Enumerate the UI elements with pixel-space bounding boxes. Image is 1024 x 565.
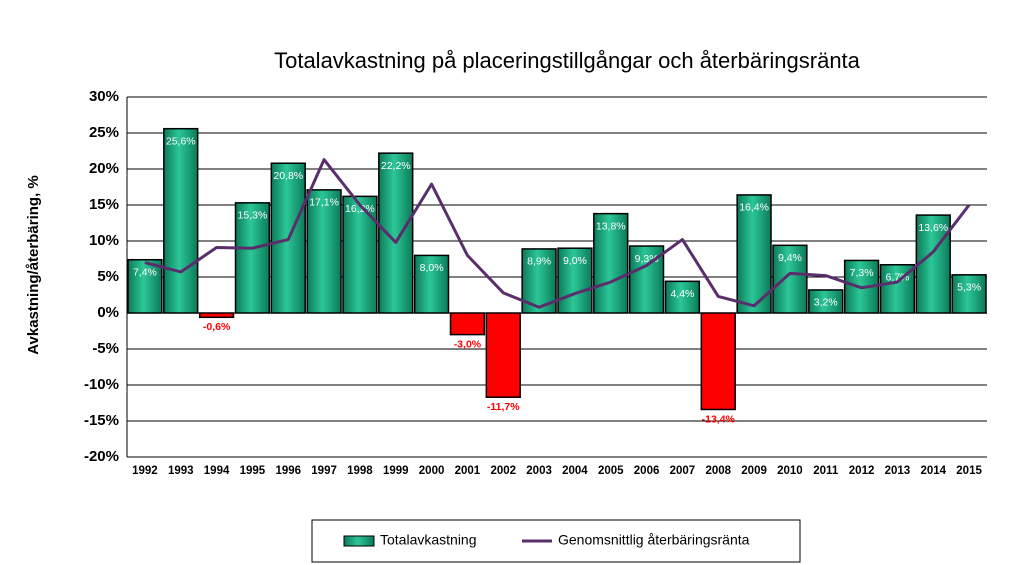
bar bbox=[593, 212, 629, 314]
y-axis-label: Avkastning/återbäring, % bbox=[25, 175, 42, 355]
y-tick-label: -15% bbox=[84, 412, 119, 429]
data-label: 22,2% bbox=[381, 160, 411, 172]
data-label: 15,3% bbox=[238, 210, 268, 222]
data-label: 9,4% bbox=[778, 252, 802, 264]
x-tick-label: 2013 bbox=[885, 465, 911, 477]
x-tick-label: 1998 bbox=[347, 465, 373, 477]
chart-title: Totalavkastning på placeringstillgångar … bbox=[274, 48, 861, 73]
line bbox=[144, 158, 971, 309]
x-tick-label: 2015 bbox=[956, 465, 982, 477]
x-tick-label: 2012 bbox=[849, 465, 875, 477]
data-label: 17,1% bbox=[309, 197, 339, 209]
y-tick-label: 0% bbox=[97, 304, 119, 321]
x-tick-label: 2011 bbox=[813, 465, 839, 477]
bar bbox=[198, 312, 235, 319]
x-tick-label: 1997 bbox=[311, 465, 337, 477]
data-label: -11,7% bbox=[487, 401, 520, 413]
y-tick-label: -10% bbox=[84, 376, 119, 393]
bar bbox=[700, 312, 736, 411]
x-tick-label: 2007 bbox=[670, 465, 696, 477]
bar bbox=[664, 280, 701, 314]
legend-swatch bbox=[343, 535, 375, 547]
data-label: 8,9% bbox=[527, 256, 551, 268]
legend-label: Totalavkastning bbox=[380, 532, 477, 548]
bar bbox=[557, 247, 593, 314]
legend-box bbox=[311, 519, 801, 563]
y-tick-label: 30% bbox=[89, 88, 119, 105]
x-tick-label: 2001 bbox=[455, 465, 481, 477]
data-label: 8,0% bbox=[420, 262, 444, 274]
bar bbox=[485, 312, 521, 398]
bar bbox=[163, 127, 199, 314]
x-tick-label: 2002 bbox=[490, 465, 516, 477]
x-tick-label: 2003 bbox=[526, 465, 552, 477]
y-tick-label: 20% bbox=[89, 160, 119, 177]
x-tick-label: 1996 bbox=[275, 465, 301, 477]
x-tick-label: 2014 bbox=[920, 465, 946, 477]
y-tick-label: 5% bbox=[97, 268, 119, 285]
x-tick-label: 2005 bbox=[598, 465, 624, 477]
data-label: 4,4% bbox=[670, 288, 694, 300]
data-label: 13,8% bbox=[596, 220, 626, 232]
y-tick-label: -5% bbox=[92, 340, 119, 357]
y-tick-label: 15% bbox=[89, 196, 119, 213]
bar bbox=[915, 214, 951, 314]
bar bbox=[808, 289, 844, 314]
y-tick-label: -20% bbox=[84, 448, 119, 465]
bar bbox=[736, 194, 772, 314]
bar bbox=[127, 258, 163, 314]
x-tick-label: 2010 bbox=[777, 465, 803, 477]
y-tick-label: 10% bbox=[89, 232, 119, 249]
data-label: 3,2% bbox=[814, 297, 838, 309]
data-label: 5,3% bbox=[957, 282, 981, 294]
data-label: 7,4% bbox=[133, 267, 157, 279]
data-label: 16,4% bbox=[739, 202, 769, 214]
x-tick-label: 1992 bbox=[132, 465, 158, 477]
bar bbox=[951, 274, 987, 314]
data-label: -0,6% bbox=[203, 321, 231, 333]
data-label: 13,6% bbox=[918, 222, 948, 234]
x-tick-label: 2006 bbox=[634, 465, 660, 477]
data-label: 20,8% bbox=[273, 170, 303, 182]
x-tick-label: 1993 bbox=[168, 465, 194, 477]
legend-label: Genomsnittlig återbäringsränta bbox=[558, 532, 750, 548]
y-tick-label: 25% bbox=[89, 124, 119, 141]
bar bbox=[378, 152, 414, 314]
bar bbox=[306, 189, 342, 314]
x-tick-label: 1999 bbox=[383, 465, 409, 477]
x-tick-label: 2009 bbox=[741, 465, 767, 477]
data-label: 7,3% bbox=[850, 267, 874, 279]
data-label: 9,0% bbox=[563, 255, 587, 267]
x-tick-label: 2000 bbox=[419, 465, 445, 477]
data-label: 6,7% bbox=[885, 272, 909, 284]
x-tick-label: 2004 bbox=[562, 465, 588, 477]
bar bbox=[234, 202, 271, 314]
data-label: -3,0% bbox=[454, 338, 482, 350]
x-tick-label: 2008 bbox=[705, 465, 731, 477]
data-label: 25,6% bbox=[166, 135, 196, 147]
bar bbox=[772, 244, 808, 314]
bar bbox=[449, 312, 486, 336]
x-tick-label: 1994 bbox=[204, 465, 230, 477]
legend bbox=[311, 519, 801, 563]
bar bbox=[413, 254, 450, 314]
x-tick-label: 1995 bbox=[240, 465, 266, 477]
data-label: -13,4% bbox=[702, 413, 736, 425]
